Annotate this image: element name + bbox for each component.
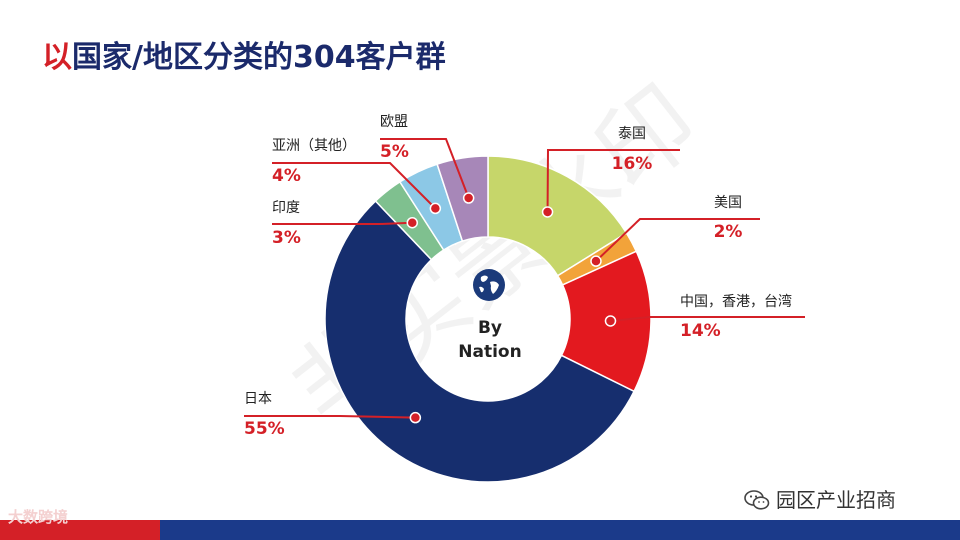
donut-slice bbox=[436, 155, 489, 243]
leader-dot bbox=[590, 255, 602, 267]
leader-dot bbox=[409, 411, 422, 424]
footer-logo: 大数跨境 bbox=[8, 508, 69, 526]
slice-percent-label: 16% bbox=[612, 154, 653, 174]
slice-name-label: 美国 bbox=[714, 195, 742, 211]
slice-percent-label: 2% bbox=[714, 222, 743, 242]
leader-line bbox=[610, 316, 805, 322]
leader-dot bbox=[429, 202, 442, 215]
leader-line bbox=[244, 415, 416, 419]
page-title: 以国家/地区分类的304客户群 bbox=[42, 32, 446, 76]
center-label-line2: Nation bbox=[458, 342, 522, 362]
center-label: By Nation bbox=[440, 316, 540, 364]
brand-logo: 园区产业招商 bbox=[744, 484, 896, 513]
donut-slice bbox=[324, 199, 636, 483]
slice-name-label: 印度 bbox=[272, 200, 300, 216]
slice-percent-label: 55% bbox=[244, 419, 285, 439]
leader-dot bbox=[541, 206, 554, 218]
slice-name-label: 欧盟 bbox=[380, 114, 408, 130]
leader-line bbox=[272, 221, 413, 225]
leader-line bbox=[546, 149, 680, 212]
leader-dot bbox=[406, 216, 419, 229]
slice-name-label: 中国，香港，台湾 bbox=[680, 293, 792, 310]
slice-percent-label: 5% bbox=[380, 142, 409, 162]
slice-name-label: 日本 bbox=[244, 391, 272, 407]
footer-bar-accent bbox=[0, 520, 160, 540]
title-text: 国家/地区分类的304客户群 bbox=[72, 40, 446, 75]
wechat-icon bbox=[744, 490, 770, 510]
slice-percent-label: 14% bbox=[680, 321, 721, 341]
brand-name: 园区产业招商 bbox=[776, 488, 896, 512]
slice-name-label: 亚洲（其他） bbox=[272, 138, 356, 154]
globe-icon bbox=[473, 269, 505, 301]
leader-line bbox=[595, 218, 760, 262]
title-accent: 以 bbox=[42, 40, 72, 75]
center-label-line1: By bbox=[477, 318, 503, 338]
leader-dot bbox=[604, 315, 617, 327]
slice-percent-label: 4% bbox=[272, 166, 301, 186]
leader-line bbox=[380, 138, 470, 199]
footer-bar bbox=[0, 520, 960, 540]
leader-line bbox=[272, 162, 437, 210]
leader-dot bbox=[462, 192, 475, 204]
slice-name-label: 泰国 bbox=[618, 126, 646, 142]
slice-percent-label: 3% bbox=[272, 228, 301, 248]
